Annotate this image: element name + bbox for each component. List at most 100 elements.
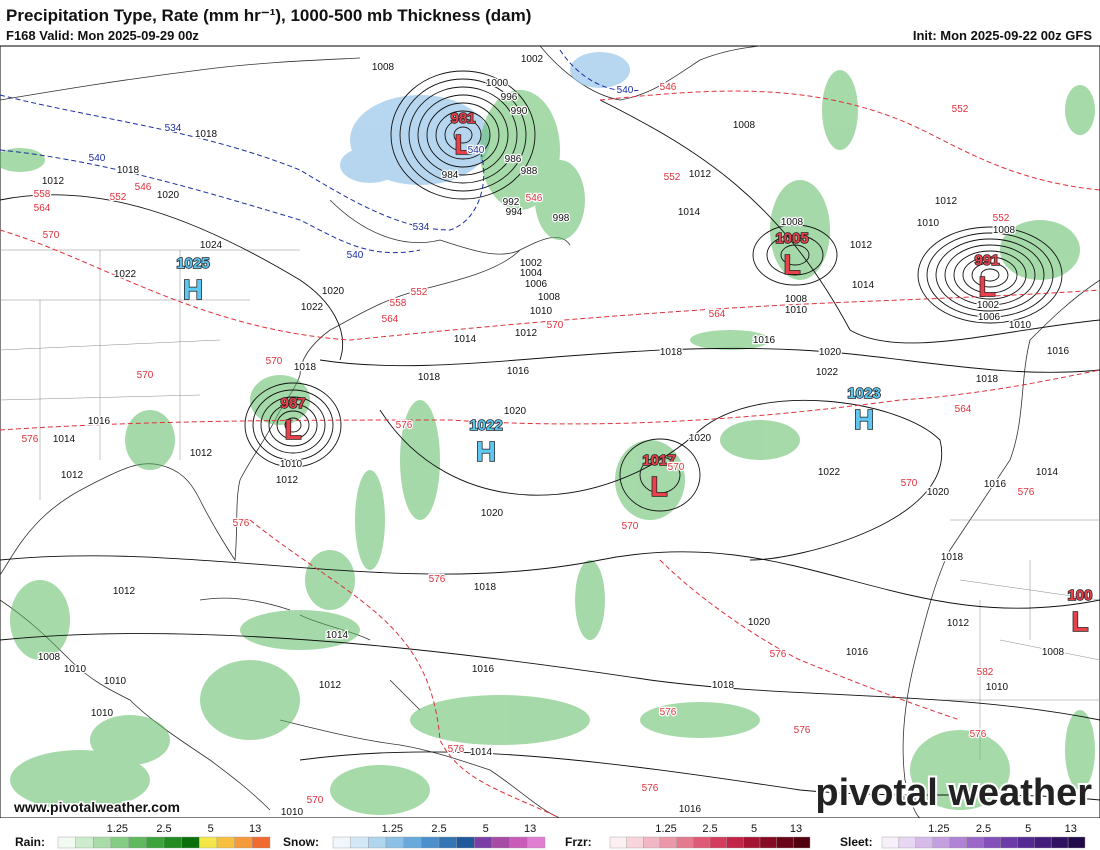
legend-swatch — [110, 836, 129, 849]
isobar-label: 1014 — [852, 280, 875, 291]
isobar-label: 1012 — [850, 240, 873, 251]
thickness-label: 570 — [668, 462, 685, 473]
isobar-label: 1022 — [114, 269, 137, 280]
center-value: 991 — [974, 252, 999, 269]
legend-tick: 5 — [1025, 823, 1031, 835]
legend-swatch — [915, 836, 933, 849]
legend-swatch — [368, 836, 387, 849]
isobar-label: 1014 — [326, 630, 349, 641]
isobar-label: 1020 — [322, 286, 345, 297]
legend-swatch — [949, 836, 967, 849]
isobar-label: 1010 — [281, 807, 304, 818]
legend-tick: 5 — [208, 823, 214, 835]
legend-swatch — [932, 836, 950, 849]
legend-swatch — [75, 836, 94, 849]
isobar-label: 1014 — [678, 207, 701, 218]
isobar — [399, 78, 527, 192]
legend-swatch — [793, 836, 811, 849]
legend-swatch — [385, 836, 404, 849]
isobar-label: 1018 — [294, 362, 317, 373]
isobar — [780, 244, 810, 266]
legend-swatch — [146, 836, 165, 849]
legend-tick: 13 — [249, 823, 261, 835]
isobar — [926, 232, 1054, 318]
isobar — [260, 396, 326, 454]
legend-swatch — [438, 836, 457, 849]
isobar-label: 1016 — [1047, 346, 1070, 357]
isobar-label: 1014 — [470, 747, 493, 758]
isobar-label: 1018 — [117, 165, 140, 176]
isobar-label: 1014 — [1036, 467, 1059, 478]
isobar-label: 1008 — [538, 292, 561, 303]
rain-patch — [720, 420, 800, 460]
legend-tick: 2.5 — [156, 823, 171, 835]
isobar-label: 1006 — [525, 279, 548, 290]
thickness-line — [559, 49, 641, 92]
legend-swatch — [421, 836, 440, 849]
legend-swatch — [1050, 836, 1069, 849]
thickness-label: 564 — [709, 309, 726, 320]
isobar — [268, 403, 318, 447]
center-letter: L — [650, 471, 667, 502]
isobar-label: 1012 — [689, 169, 712, 180]
legend-tick: 1.25 — [928, 823, 949, 835]
thickness-label: 540 — [468, 145, 485, 156]
isobar — [284, 417, 302, 433]
isobar-label: 1012 — [515, 328, 538, 339]
isobar-label: 1012 — [42, 176, 65, 187]
thickness-label: 570 — [43, 230, 60, 241]
isobar — [953, 250, 1027, 300]
thickness-label: 558 — [390, 298, 407, 309]
thickness-label: 546 — [526, 193, 543, 204]
isobars — [0, 70, 1100, 801]
rain-patch — [10, 580, 70, 660]
isobar-label: 1010 — [785, 305, 808, 316]
isobar-label: 1004 — [520, 268, 543, 279]
rain-patch — [690, 330, 770, 350]
thickness-label: 576 — [22, 434, 39, 445]
thickness-line — [249, 519, 561, 819]
isobar — [379, 399, 943, 561]
rain-patch — [125, 410, 175, 470]
rain-patch — [1065, 85, 1095, 135]
isobar-label: 1002 — [977, 300, 1000, 311]
center-letter: L — [1071, 606, 1088, 637]
legend-swatch — [626, 836, 644, 849]
isobar-label: 1012 — [319, 680, 342, 691]
isobar-label: 1020 — [157, 190, 180, 201]
legend-swatch — [93, 836, 112, 849]
isobar-label: 1010 — [986, 682, 1009, 693]
isobar-label: 1010 — [530, 306, 553, 317]
isobar — [453, 126, 473, 144]
thickness-label: 534 — [413, 222, 430, 233]
legend-swatch — [57, 836, 76, 849]
snow-area — [340, 52, 630, 185]
isobar-label: 994 — [506, 207, 523, 218]
legend-tick: 1.25 — [382, 823, 403, 835]
isobar-label: 1018 — [941, 552, 964, 563]
legend-swatch — [1034, 836, 1052, 849]
isobar — [766, 234, 824, 276]
center-letter: H — [476, 436, 496, 467]
isobar — [390, 70, 536, 200]
thickness-label: 546 — [660, 82, 677, 93]
isobar — [0, 551, 1100, 609]
rain-patch — [400, 400, 440, 520]
isobar-label: 1018 — [712, 680, 735, 691]
legend-swatch — [199, 836, 218, 849]
legend-swatch — [1067, 836, 1086, 849]
isobar-label: 1012 — [113, 586, 136, 597]
thickness-line — [659, 559, 961, 721]
center-value: 1025 — [176, 255, 209, 272]
rain-patch — [90, 715, 170, 765]
isobar — [444, 118, 482, 152]
border — [940, 519, 1100, 760]
isobar-label: 1018 — [195, 129, 218, 140]
thickness-label: 576 — [970, 729, 987, 740]
thickness-lines — [0, 90, 1100, 819]
thickness-label: 576 — [1018, 487, 1035, 498]
rain-patch — [240, 610, 360, 650]
isobar-label: 1016 — [984, 479, 1007, 490]
rain-areas — [0, 70, 1095, 815]
legend-tick: 13 — [524, 823, 536, 835]
